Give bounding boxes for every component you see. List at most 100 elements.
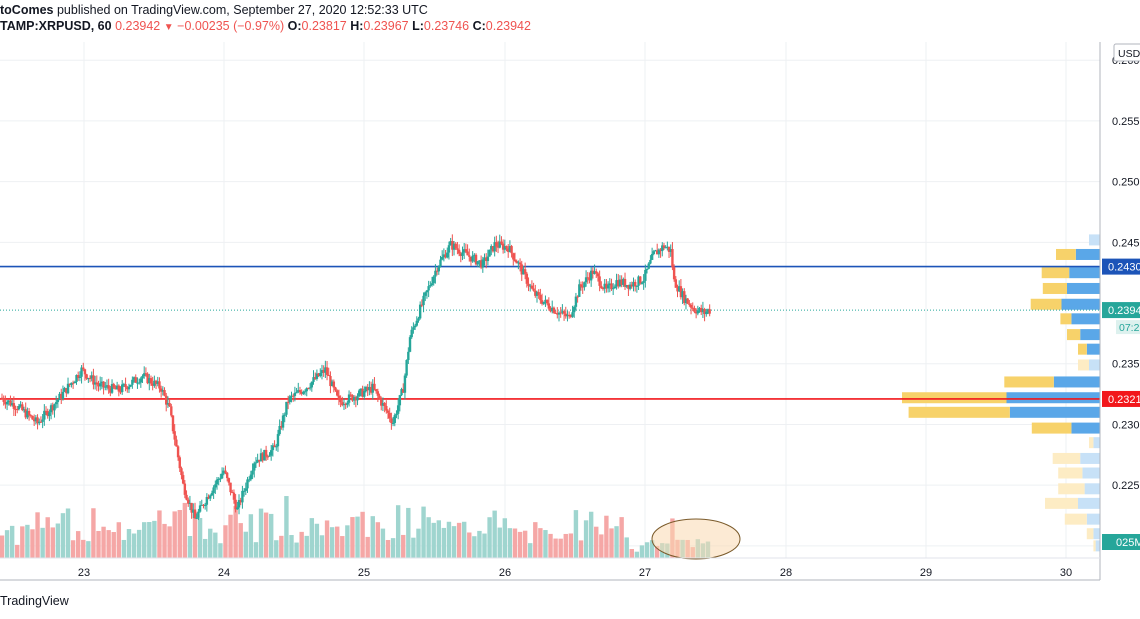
candle[interactable]	[100, 381, 104, 384]
candle[interactable]	[5, 402, 9, 405]
candle[interactable]	[369, 386, 373, 393]
publisher-name[interactable]: toComes	[0, 3, 54, 17]
candle[interactable]	[446, 252, 449, 258]
candle[interactable]	[493, 242, 496, 252]
candle[interactable]	[168, 403, 171, 407]
candle[interactable]	[156, 381, 159, 384]
candle[interactable]	[437, 266, 440, 272]
candle[interactable]	[224, 470, 227, 473]
candle[interactable]	[344, 404, 347, 406]
candle[interactable]	[264, 449, 268, 457]
candle[interactable]	[512, 253, 515, 260]
candle[interactable]	[549, 308, 552, 312]
candle[interactable]	[39, 421, 43, 423]
candle[interactable]	[430, 283, 434, 286]
candle[interactable]	[225, 472, 229, 479]
candle[interactable]	[354, 397, 358, 401]
candle[interactable]	[285, 401, 288, 415]
candle[interactable]	[579, 284, 583, 287]
candle[interactable]	[498, 241, 501, 248]
candle[interactable]	[672, 267, 676, 280]
candle[interactable]	[175, 439, 178, 447]
candle[interactable]	[210, 493, 214, 496]
candle[interactable]	[667, 246, 671, 252]
candle[interactable]	[456, 248, 459, 250]
candle[interactable]	[676, 287, 679, 292]
candle[interactable]	[300, 391, 303, 394]
candle[interactable]	[161, 390, 165, 392]
candle[interactable]	[530, 285, 534, 289]
candle[interactable]	[649, 259, 652, 264]
candle[interactable]	[56, 399, 60, 403]
candle[interactable]	[322, 370, 325, 373]
candle[interactable]	[217, 478, 220, 480]
candle[interactable]	[249, 474, 253, 480]
candle[interactable]	[403, 375, 407, 393]
candle[interactable]	[104, 386, 107, 388]
candle[interactable]	[4, 401, 7, 405]
candle[interactable]	[415, 320, 418, 326]
candle[interactable]	[139, 378, 143, 383]
candle[interactable]	[195, 517, 198, 519]
candle[interactable]	[488, 249, 491, 257]
candle[interactable]	[457, 249, 461, 254]
candle[interactable]	[95, 382, 99, 385]
candle[interactable]	[324, 367, 327, 373]
candle[interactable]	[159, 388, 163, 392]
candle[interactable]	[73, 381, 76, 384]
candle[interactable]	[630, 284, 633, 287]
candle[interactable]	[410, 329, 413, 338]
candle[interactable]	[268, 455, 271, 457]
candle[interactable]	[27, 411, 31, 416]
candle[interactable]	[501, 243, 505, 250]
candle[interactable]	[220, 473, 224, 479]
candle[interactable]	[391, 422, 395, 424]
candle[interactable]	[523, 269, 527, 274]
candle[interactable]	[269, 450, 273, 456]
candle[interactable]	[26, 411, 29, 418]
candle[interactable]	[429, 285, 432, 287]
candle[interactable]	[481, 259, 485, 268]
candle[interactable]	[85, 374, 88, 379]
candle[interactable]	[60, 393, 63, 399]
candle[interactable]	[61, 391, 65, 399]
candle[interactable]	[131, 379, 134, 385]
candle[interactable]	[0, 397, 4, 399]
candle[interactable]	[119, 391, 122, 393]
candle[interactable]	[65, 388, 68, 394]
candle[interactable]	[657, 249, 661, 255]
candle[interactable]	[171, 415, 175, 432]
candle[interactable]	[29, 415, 32, 417]
candle[interactable]	[127, 386, 131, 390]
candle[interactable]	[247, 479, 251, 481]
candle[interactable]	[708, 309, 711, 314]
candle[interactable]	[376, 391, 380, 396]
candle[interactable]	[41, 419, 44, 422]
candle[interactable]	[90, 375, 93, 379]
candle[interactable]	[578, 284, 581, 297]
candle[interactable]	[341, 402, 344, 406]
candle[interactable]	[7, 400, 10, 403]
candle[interactable]	[215, 479, 219, 485]
candle[interactable]	[383, 402, 386, 406]
candle[interactable]	[336, 390, 339, 396]
candle[interactable]	[337, 395, 341, 400]
candle[interactable]	[83, 369, 87, 375]
candle[interactable]	[374, 389, 378, 392]
candle[interactable]	[314, 377, 317, 379]
candle[interactable]	[293, 392, 297, 396]
candle[interactable]	[334, 387, 337, 391]
candle[interactable]	[464, 249, 468, 252]
candle[interactable]	[275, 446, 278, 448]
candle[interactable]	[635, 285, 639, 287]
candle[interactable]	[371, 383, 374, 393]
candle[interactable]	[681, 291, 684, 298]
candle[interactable]	[442, 254, 446, 258]
candle[interactable]	[447, 245, 451, 253]
candle[interactable]	[17, 405, 21, 410]
candle[interactable]	[66, 383, 70, 394]
candle[interactable]	[236, 507, 239, 510]
candle[interactable]	[361, 388, 364, 397]
candle[interactable]	[686, 298, 689, 304]
candle[interactable]	[474, 254, 478, 265]
